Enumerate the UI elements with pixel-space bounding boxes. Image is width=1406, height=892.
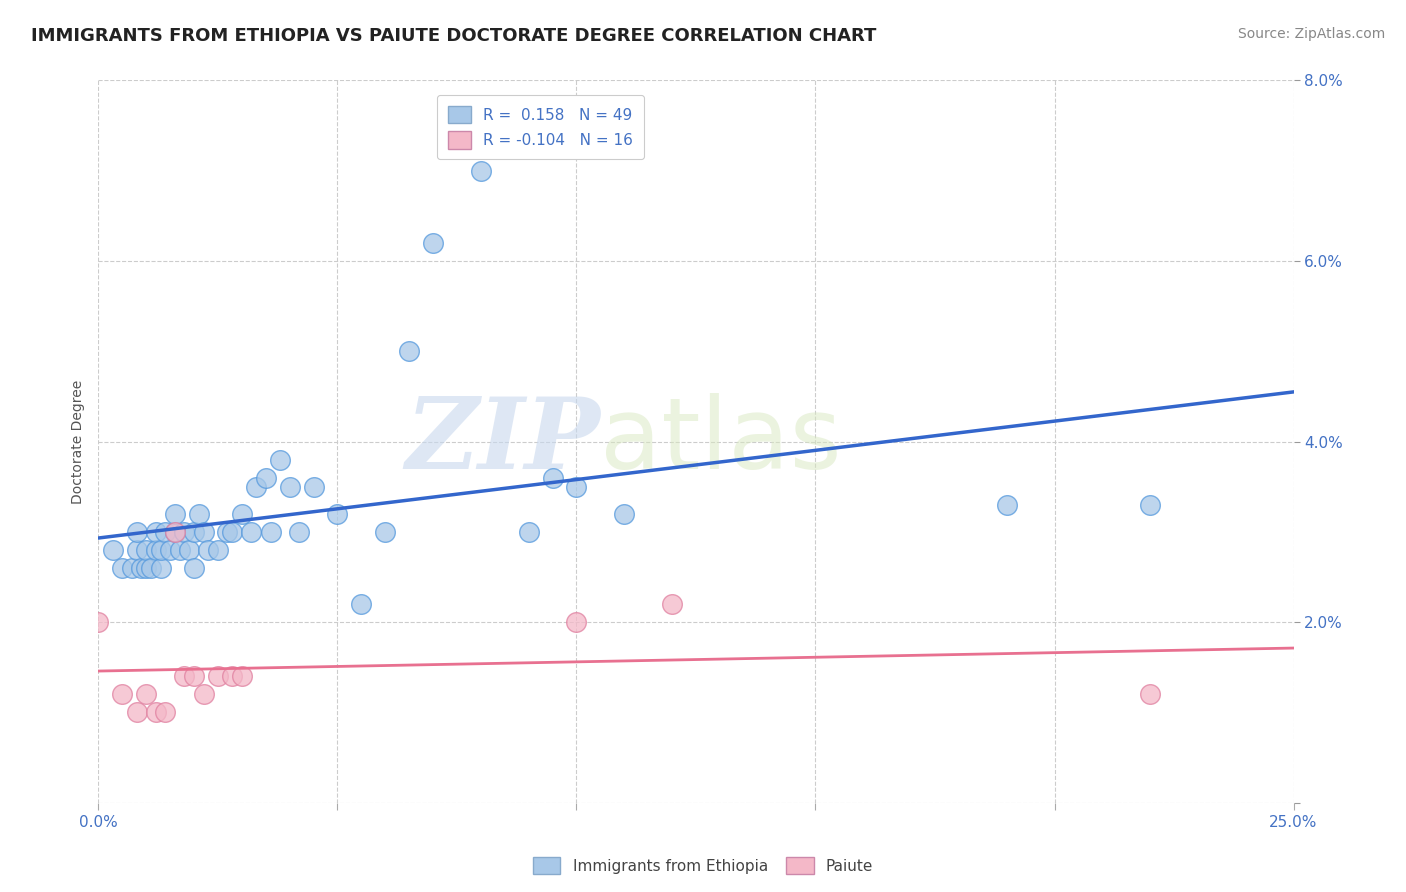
- Text: Source: ZipAtlas.com: Source: ZipAtlas.com: [1237, 27, 1385, 41]
- Legend: R =  0.158   N = 49, R = -0.104   N = 16: R = 0.158 N = 49, R = -0.104 N = 16: [437, 95, 644, 160]
- Point: [159, 542, 181, 557]
- Point: [121, 561, 143, 575]
- Point: [278, 480, 301, 494]
- Point: [613, 507, 636, 521]
- Point: [183, 669, 205, 683]
- Point: [197, 542, 219, 557]
- Point: [173, 669, 195, 683]
- Point: [125, 706, 148, 720]
- Point: [221, 524, 243, 539]
- Point: [131, 561, 153, 575]
- Point: [163, 524, 186, 539]
- Point: [995, 498, 1018, 512]
- Point: [193, 524, 215, 539]
- Point: [163, 524, 186, 539]
- Point: [517, 524, 540, 539]
- Point: [179, 542, 201, 557]
- Point: [155, 524, 177, 539]
- Point: [1139, 687, 1161, 701]
- Point: [1139, 498, 1161, 512]
- Point: [254, 471, 277, 485]
- Point: [101, 542, 124, 557]
- Point: [350, 597, 373, 611]
- Point: [288, 524, 311, 539]
- Point: [135, 687, 157, 701]
- Point: [149, 561, 172, 575]
- Point: [541, 471, 564, 485]
- Point: [111, 561, 134, 575]
- Point: [245, 480, 267, 494]
- Point: [111, 687, 134, 701]
- Point: [169, 542, 191, 557]
- Point: [231, 507, 253, 521]
- Point: [565, 615, 588, 630]
- Point: [374, 524, 396, 539]
- Point: [302, 480, 325, 494]
- Point: [145, 524, 167, 539]
- Point: [207, 542, 229, 557]
- Point: [139, 561, 162, 575]
- Point: [149, 542, 172, 557]
- Point: [135, 561, 157, 575]
- Point: [187, 507, 209, 521]
- Point: [193, 687, 215, 701]
- Point: [231, 669, 253, 683]
- Text: ZIP: ZIP: [405, 393, 600, 490]
- Point: [269, 452, 291, 467]
- Point: [470, 163, 492, 178]
- Point: [163, 507, 186, 521]
- Point: [221, 669, 243, 683]
- Legend: Immigrants from Ethiopia, Paiute: Immigrants from Ethiopia, Paiute: [527, 851, 879, 880]
- Point: [217, 524, 239, 539]
- Y-axis label: Doctorate Degree: Doctorate Degree: [70, 379, 84, 504]
- Point: [661, 597, 683, 611]
- Point: [145, 542, 167, 557]
- Point: [240, 524, 263, 539]
- Point: [87, 615, 110, 630]
- Point: [565, 480, 588, 494]
- Point: [125, 524, 148, 539]
- Point: [183, 561, 205, 575]
- Point: [125, 542, 148, 557]
- Point: [183, 524, 205, 539]
- Text: IMMIGRANTS FROM ETHIOPIA VS PAIUTE DOCTORATE DEGREE CORRELATION CHART: IMMIGRANTS FROM ETHIOPIA VS PAIUTE DOCTO…: [31, 27, 876, 45]
- Point: [259, 524, 281, 539]
- Point: [207, 669, 229, 683]
- Point: [398, 344, 420, 359]
- Point: [173, 524, 195, 539]
- Point: [422, 235, 444, 250]
- Point: [135, 542, 157, 557]
- Point: [326, 507, 349, 521]
- Point: [155, 706, 177, 720]
- Text: atlas: atlas: [600, 393, 842, 490]
- Point: [145, 706, 167, 720]
